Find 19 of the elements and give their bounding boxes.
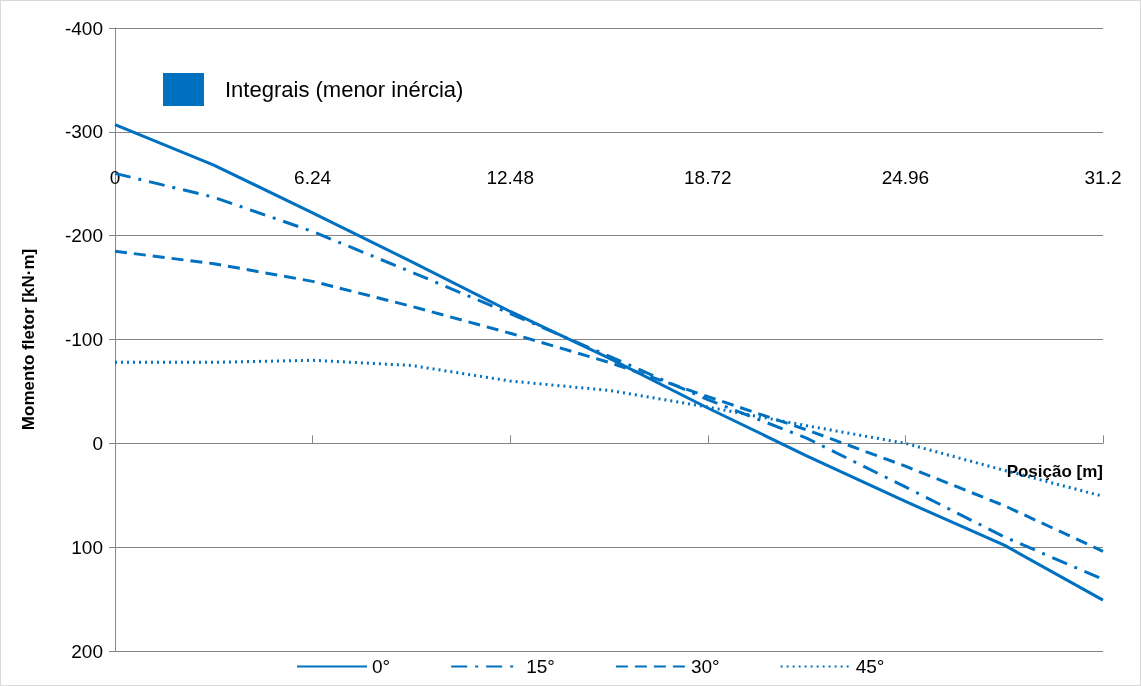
legend-label: 15° xyxy=(526,656,555,677)
annotation: Integrais (menor inércia) xyxy=(225,76,464,103)
legend-label: 45° xyxy=(855,656,885,677)
x-axis-title: Posição [m] xyxy=(1006,462,1103,482)
y-tick-label: -300 xyxy=(64,121,103,143)
y-tick-label: 200 xyxy=(71,640,103,662)
x-tick-label: 31.2 xyxy=(1084,166,1122,188)
y-axis-title: Momento fletor [kN·m] xyxy=(19,248,38,431)
y-tick-label: -400 xyxy=(64,17,103,39)
y-tick-label: -200 xyxy=(64,225,103,247)
x-tick-label: 18.72 xyxy=(684,166,732,188)
x-tick-label: 24.96 xyxy=(881,166,930,188)
x-tick-label: 12.48 xyxy=(486,166,534,188)
legend-label: 30° xyxy=(690,656,720,677)
y-tick-label: 0 xyxy=(92,432,103,454)
x-tick-label: 6.24 xyxy=(294,166,332,188)
y-tick-label: -100 xyxy=(64,329,103,350)
y-tick-label: 100 xyxy=(71,536,103,558)
legend-label: 0° xyxy=(372,656,391,677)
